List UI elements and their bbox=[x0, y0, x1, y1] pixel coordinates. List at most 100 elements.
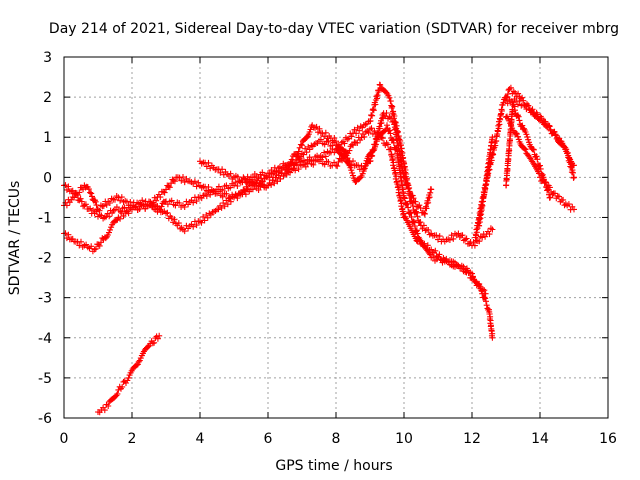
data-point bbox=[367, 157, 374, 164]
data-point bbox=[426, 194, 433, 201]
data-point bbox=[355, 162, 362, 169]
data-point bbox=[359, 170, 366, 177]
data-point bbox=[205, 184, 212, 190]
data-point bbox=[546, 184, 553, 191]
data-point bbox=[165, 183, 172, 190]
data-point bbox=[477, 211, 484, 218]
data-point bbox=[522, 146, 529, 153]
data-point bbox=[537, 165, 544, 172]
data-point bbox=[425, 227, 432, 233]
data-point bbox=[478, 204, 485, 211]
y-tick-labels: 3 2 1 0 -1 -2 -3 -4 -5 -6 bbox=[38, 50, 52, 427]
data-point bbox=[536, 170, 542, 177]
data-point bbox=[513, 130, 520, 137]
data-point bbox=[488, 157, 495, 164]
data-point bbox=[524, 133, 531, 140]
data-point bbox=[77, 195, 84, 202]
data-point bbox=[219, 193, 226, 200]
data-point bbox=[271, 180, 278, 187]
data-point bbox=[515, 90, 522, 97]
data-point bbox=[297, 141, 304, 148]
data-point bbox=[62, 182, 69, 189]
data-point bbox=[120, 213, 127, 220]
data-series bbox=[61, 81, 577, 416]
data-point bbox=[322, 129, 329, 136]
data-point bbox=[397, 151, 404, 158]
data-point bbox=[398, 158, 405, 165]
data-point bbox=[348, 167, 355, 174]
data-point bbox=[450, 263, 457, 270]
data-point bbox=[193, 222, 200, 229]
x-tick-label: 6 bbox=[264, 431, 273, 447]
data-point bbox=[383, 110, 390, 116]
data-point bbox=[515, 113, 522, 120]
data-point bbox=[537, 113, 544, 120]
data-point bbox=[450, 235, 457, 242]
data-point bbox=[408, 213, 415, 220]
y-tick-label: -3 bbox=[38, 291, 52, 307]
data-point bbox=[424, 242, 431, 249]
data-point bbox=[156, 332, 163, 339]
data-point bbox=[528, 107, 535, 114]
data-point bbox=[417, 219, 424, 225]
data-point bbox=[460, 263, 467, 270]
data-point bbox=[376, 125, 383, 132]
data-point bbox=[390, 136, 397, 143]
data-point bbox=[221, 203, 228, 210]
data-point bbox=[509, 99, 516, 106]
data-point bbox=[516, 117, 523, 124]
x-tick-labels: 0 2 4 6 8 10 12 14 16 bbox=[60, 431, 617, 447]
data-point bbox=[275, 172, 282, 179]
data-point bbox=[291, 161, 298, 168]
data-point bbox=[362, 129, 369, 136]
data-point bbox=[135, 358, 142, 365]
data-point bbox=[101, 407, 108, 414]
data-point bbox=[412, 208, 419, 215]
data-point bbox=[321, 161, 328, 168]
data-point bbox=[394, 137, 401, 144]
data-point bbox=[534, 156, 541, 163]
data-point bbox=[440, 255, 447, 261]
data-point bbox=[423, 245, 430, 252]
data-point bbox=[374, 92, 381, 99]
data-point bbox=[421, 211, 428, 217]
data-point bbox=[175, 220, 182, 227]
data-point bbox=[406, 189, 413, 195]
data-point bbox=[241, 175, 248, 182]
data-point bbox=[477, 208, 484, 215]
data-point bbox=[395, 183, 402, 190]
data-point bbox=[161, 189, 168, 196]
data-point bbox=[367, 117, 374, 124]
data-point bbox=[62, 230, 69, 237]
data-point bbox=[172, 202, 179, 209]
data-point bbox=[286, 165, 293, 172]
x-tick-label: 8 bbox=[332, 431, 341, 447]
y-axis-label: SDTVAR / TECUs bbox=[7, 181, 23, 296]
x-tick-label: 4 bbox=[196, 431, 205, 447]
data-point bbox=[205, 159, 212, 166]
data-point bbox=[514, 131, 520, 137]
data-point bbox=[354, 140, 361, 146]
data-point bbox=[525, 136, 532, 143]
data-point bbox=[232, 179, 239, 186]
data-point bbox=[479, 234, 486, 241]
data-point bbox=[350, 142, 356, 149]
data-point bbox=[540, 176, 547, 183]
data-point bbox=[151, 339, 158, 346]
data-point bbox=[117, 215, 124, 222]
y-tick-label: -4 bbox=[38, 331, 52, 347]
data-point bbox=[268, 171, 275, 177]
data-point bbox=[436, 251, 443, 258]
data-point bbox=[416, 237, 423, 244]
data-point bbox=[446, 261, 453, 268]
data-point bbox=[322, 153, 329, 160]
data-point bbox=[523, 131, 530, 138]
data-point bbox=[168, 197, 175, 204]
data-point bbox=[432, 247, 439, 254]
data-point bbox=[369, 112, 376, 119]
data-point bbox=[223, 190, 230, 197]
data-point bbox=[379, 115, 385, 122]
data-point bbox=[300, 151, 307, 158]
data-point bbox=[85, 186, 92, 193]
